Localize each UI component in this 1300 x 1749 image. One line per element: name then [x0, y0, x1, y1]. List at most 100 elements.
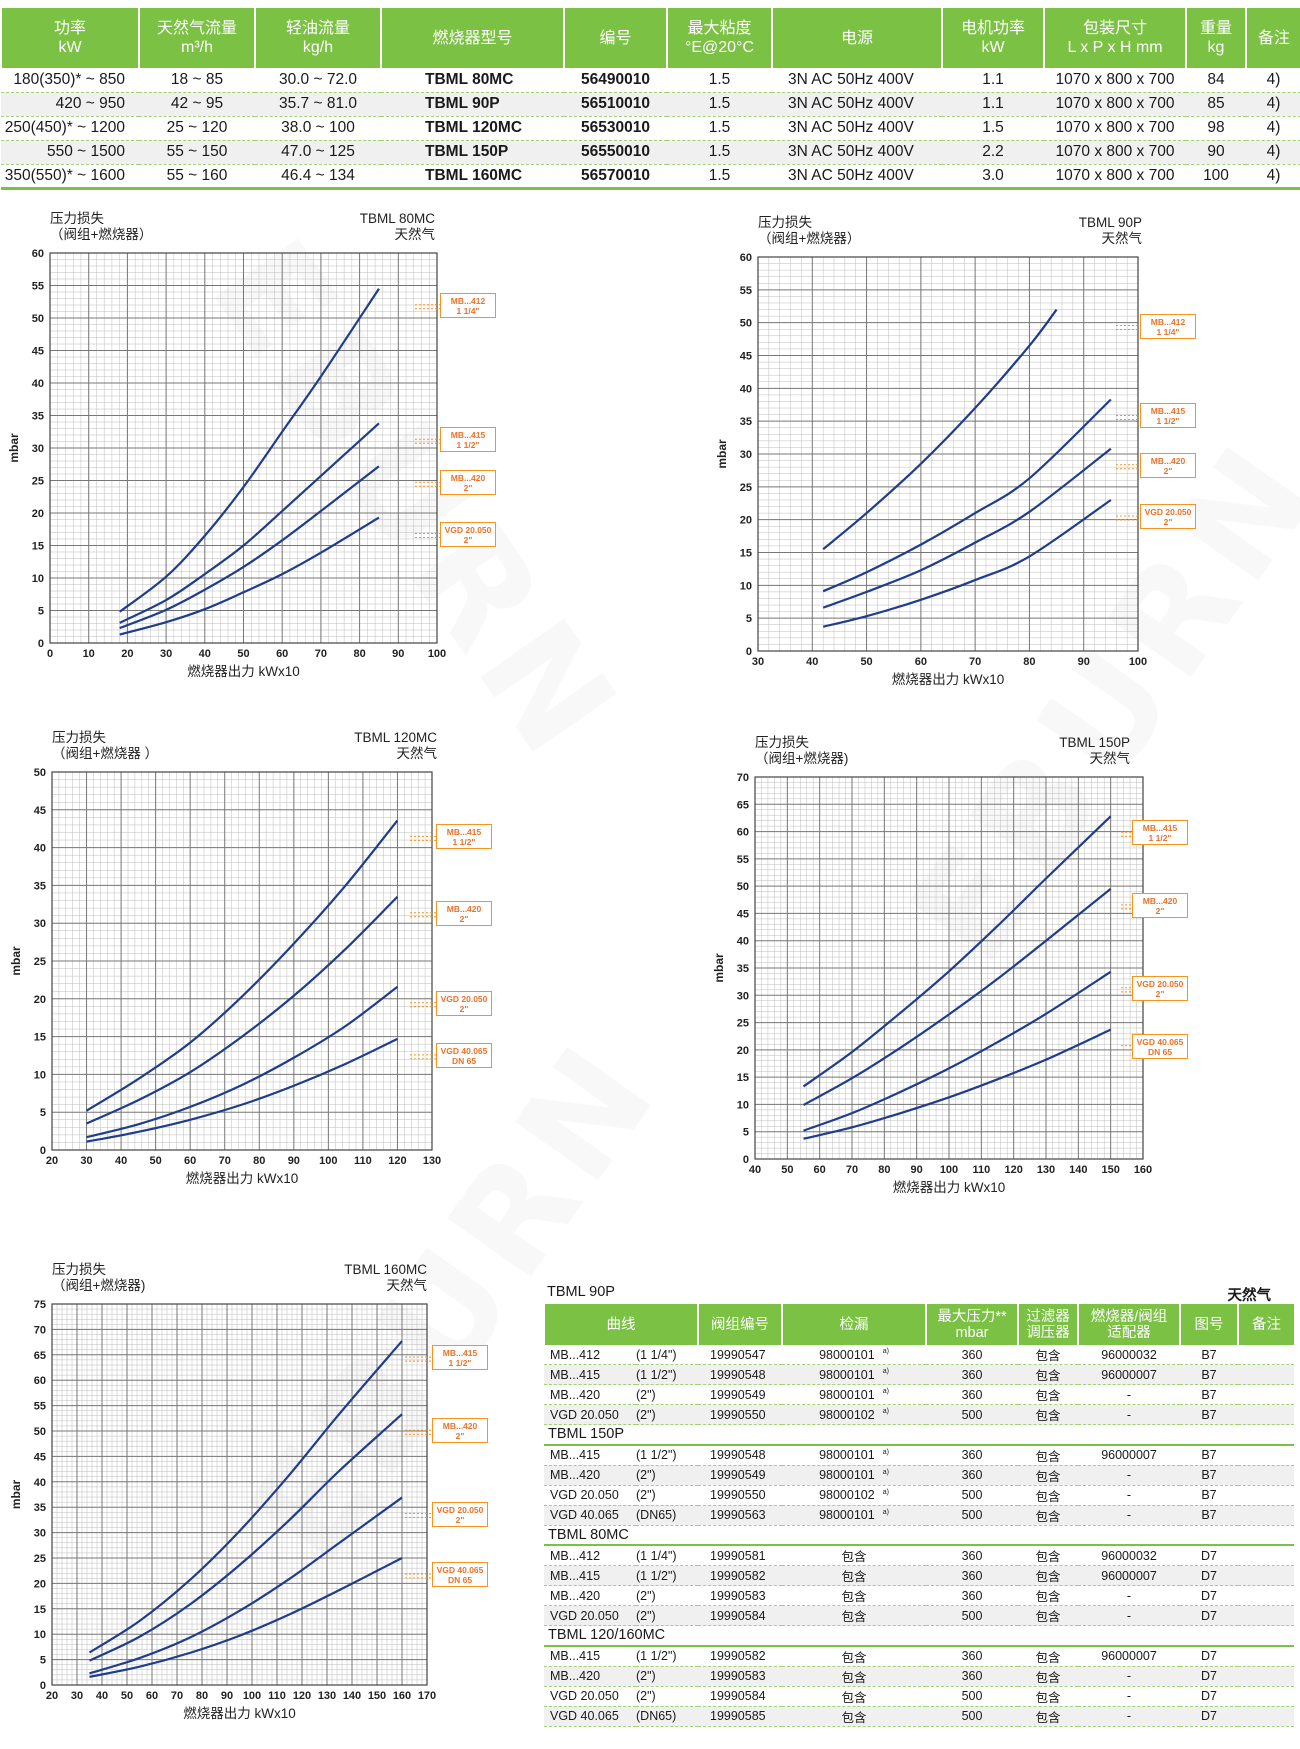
- valve-cell-drawing: B7: [1180, 1364, 1238, 1385]
- valve-cell-max-pressure: 360: [926, 1345, 1018, 1365]
- valve-cell-curve: MB...420: [544, 1384, 636, 1405]
- spec-cell-power-supply: 3N AC 50Hz 400V: [772, 140, 942, 165]
- spec-cell-viscosity: 1.5: [667, 92, 772, 117]
- valve-cell-drawing: D7: [1180, 1545, 1238, 1566]
- chart-title-block: TBML 90P 天然气: [1012, 215, 1142, 247]
- series-legend-tag: MB...420 2": [432, 1418, 488, 1444]
- x-tick-label: 50: [860, 656, 872, 668]
- x-tick-label: 50: [121, 1690, 133, 1702]
- valve-cell-valve-code: 19990548: [698, 1444, 782, 1466]
- spec-cell-oil-flow: 35.7 ~ 81.0: [255, 92, 381, 117]
- valve-cell-max-pressure: 500: [926, 1706, 1018, 1727]
- spec-cell-weight: 85: [1186, 92, 1246, 117]
- chart-title-block: TBML 120MC 天然气: [307, 730, 437, 762]
- spec-cell-gas-flow: 55 ~ 150: [139, 140, 255, 165]
- x-tick-label: 80: [253, 1155, 265, 1167]
- spec-cell-oil-flow: 30.0 ~ 72.0: [255, 68, 381, 93]
- valve-cell-max-pressure: 360: [926, 1545, 1018, 1566]
- y-tick-label: 40: [32, 378, 44, 390]
- valve-cell-drawing: D7: [1180, 1565, 1238, 1586]
- table-row: MB...420 (2") 19990583 包含 360 包含 - D7: [544, 1585, 1294, 1606]
- spec-cell-model: TBML 160MC: [381, 164, 564, 190]
- leak-test-value: 包含: [841, 1690, 867, 1705]
- x-tick-label: 130: [423, 1155, 441, 1167]
- y-tick-label: 25: [34, 1553, 46, 1565]
- chart-title-block: TBML 150P 天然气: [1000, 735, 1130, 767]
- valve-section-title: TBML 150P: [544, 1424, 1294, 1446]
- valve-cell-drawing: D7: [1180, 1605, 1238, 1626]
- chart-title: TBML 80MC: [359, 211, 435, 226]
- valve-cell-leak-test: 包含: [782, 1666, 926, 1687]
- spec-cell-power-supply: 3N AC 50Hz 400V: [772, 92, 942, 117]
- spec-cell-oil-flow: 46.4 ~ 134: [255, 164, 381, 190]
- valve-cell-leak-test: 包含: [782, 1706, 926, 1727]
- chart-corner-label-line: 压力损失: [52, 730, 106, 745]
- valve-cell-leak-test: 包含: [782, 1686, 926, 1707]
- spec-cell-model: TBML 90P: [381, 92, 564, 117]
- valve-cell-size: (2"): [636, 1465, 698, 1486]
- series-line: [119, 422, 380, 624]
- x-tick-label: 30: [71, 1690, 83, 1702]
- leak-test-value: 包含: [841, 1570, 867, 1584]
- x-tick-label: 60: [276, 648, 288, 660]
- valve-cell-max-pressure: 500: [926, 1485, 1018, 1506]
- valve-cell-note: [1238, 1706, 1294, 1727]
- x-tick-label: 120: [293, 1690, 311, 1702]
- spec-cell-code: 56490010: [564, 68, 667, 93]
- y-tick-label: 15: [32, 541, 44, 553]
- plot-frame: [757, 256, 1139, 652]
- y-tick-label: 75: [34, 1299, 46, 1311]
- leak-test-value: 98000101: [819, 1468, 875, 1482]
- x-tick-label: 40: [96, 1690, 108, 1702]
- spec-cell-pack-size: 1070 x 800 x 700: [1044, 164, 1186, 190]
- valve-section-title: TBML 120/160MC: [544, 1625, 1294, 1647]
- valve-cell-curve: MB...420: [544, 1465, 636, 1486]
- spec-cell-gas-flow: 55 ~ 160: [139, 164, 255, 190]
- y-tick-label: 0: [40, 1145, 46, 1157]
- leak-test-value: 98000101: [819, 1387, 875, 1402]
- valve-cell-note: [1238, 1404, 1294, 1425]
- spec-cell-model: TBML 120MC: [381, 116, 564, 141]
- valve-cell-valve-code: 19990547: [698, 1345, 782, 1365]
- chart-title: TBML 120MC: [354, 730, 437, 745]
- chart-corner-label: 压力损失 （阀组+燃烧器): [52, 1262, 145, 1294]
- spec-cell-power: 250(450)* ~ 1200: [1, 116, 139, 141]
- valve-cell-valve-code: 19990550: [698, 1404, 782, 1425]
- y-tick-label: 40: [737, 936, 749, 948]
- y-tick-label: 35: [34, 1502, 46, 1514]
- valve-cell-curve: VGD 40.065: [544, 1706, 636, 1727]
- valve-cell-adapter: -: [1078, 1585, 1180, 1606]
- valve-cell-adapter: 96000007: [1078, 1565, 1180, 1586]
- valve-cell-filter: 包含: [1018, 1465, 1078, 1486]
- y-tick-label: 50: [34, 767, 46, 779]
- valve-cell-leak-test: 98000101 a): [782, 1505, 926, 1526]
- chart-subtitle: 天然气: [386, 1278, 428, 1293]
- valve-cell-valve-code: 19990549: [698, 1465, 782, 1486]
- leak-test-value: 包含: [841, 1670, 867, 1685]
- series-legend-tag: VGD 40.065 DN 65: [1132, 1033, 1188, 1059]
- valve-cell-drawing: B7: [1180, 1444, 1238, 1466]
- table-row: MB...415 (1 1/2") 19990582 包含 360 包含 96000007 D…: [544, 1565, 1294, 1586]
- spec-header: 天然气流量 m³/h: [138, 8, 255, 68]
- valve-cell-curve: VGD 20.050: [544, 1404, 636, 1425]
- valve-cell-curve: VGD 20.050: [544, 1485, 636, 1506]
- x-tick-label: 70: [846, 1164, 858, 1176]
- y-tick-label: 65: [34, 1350, 46, 1362]
- x-axis-label: 燃烧器出力 kWx10: [187, 664, 300, 679]
- y-tick-label: 5: [743, 1127, 749, 1139]
- y-tick-label: 20: [740, 515, 752, 527]
- valve-table-gas: 天然气: [1227, 1288, 1272, 1304]
- series-line: [802, 888, 1112, 1106]
- x-tick-label: 140: [343, 1690, 361, 1702]
- valve-cell-adapter: -: [1078, 1666, 1180, 1687]
- valve-cell-filter: 包含: [1018, 1666, 1078, 1687]
- y-tick-label: 50: [32, 313, 44, 325]
- table-row: MB...415 (1 1/2") 19990548 98000101 a) 360 包含 9…: [544, 1444, 1294, 1466]
- valve-section-row: TBML 120/160MC: [544, 1625, 1294, 1647]
- x-tick-label: 30: [752, 656, 764, 668]
- y-axis-label: mbar: [712, 953, 726, 983]
- y-tick-label: 0: [743, 1154, 749, 1166]
- table-row: VGD 40.065 (DN65) 19990585 包含 500 包含 - D7: [544, 1706, 1294, 1727]
- chart-corner-label-line: （阀组+燃烧器）: [758, 231, 861, 246]
- valve-cell-drawing: D7: [1180, 1666, 1238, 1687]
